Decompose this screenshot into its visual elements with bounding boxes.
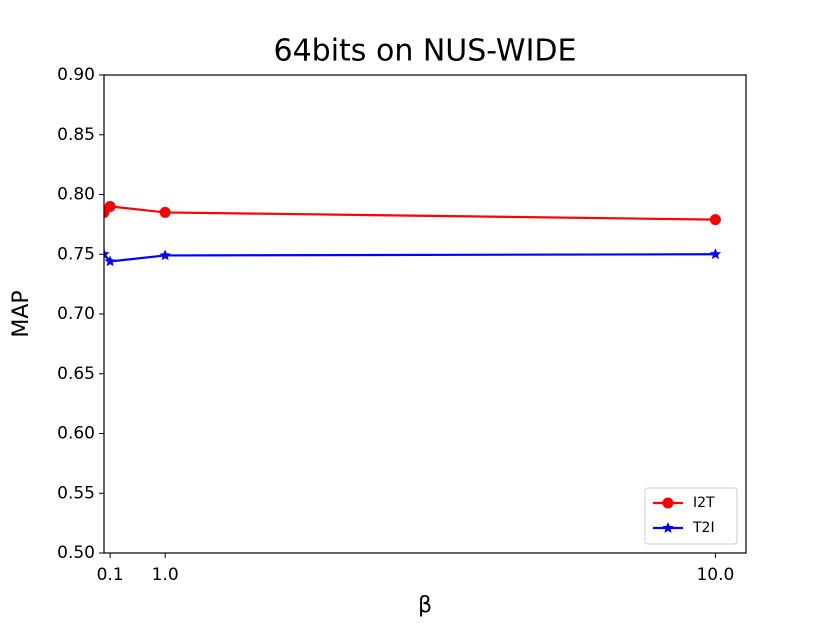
series-line [104, 205, 716, 221]
y-tick-label: 0.65 [57, 364, 95, 384]
marker [104, 255, 116, 267]
plot-frame [103, 74, 747, 554]
marker [709, 248, 722, 260]
series-line [104, 253, 716, 263]
chart-title: 64bits on NUS-WIDE [273, 34, 576, 69]
marker [104, 200, 116, 212]
legend-label: T2I [692, 520, 715, 536]
marker [662, 522, 674, 533]
marker [104, 248, 110, 260]
marker [662, 497, 674, 509]
marker [709, 214, 721, 226]
legend-box [644, 487, 738, 545]
legend: I2T T2I [644, 487, 738, 545]
x-tick-label: 1.0 [152, 565, 179, 585]
y-tick-label: 0.80 [57, 185, 95, 205]
marker [159, 249, 171, 261]
y-tick-label: 0.50 [57, 543, 95, 563]
y-axis-label: MAP [9, 290, 34, 337]
x-tick-label: 10.0 [696, 565, 734, 585]
y-tick-label: 0.90 [57, 65, 95, 85]
marker [159, 206, 171, 218]
y-tick-label: 0.75 [57, 244, 95, 264]
plot-area [104, 200, 722, 267]
y-tick-label: 0.70 [57, 304, 95, 324]
y-tick-label: 0.55 [57, 483, 95, 503]
legend-label: I2T [693, 495, 715, 511]
y-tick-label: 0.60 [57, 424, 95, 444]
y-tick-label: 0.85 [57, 125, 95, 145]
x-axis-label: β [418, 593, 432, 618]
x-tick-label: 0.1 [97, 565, 124, 585]
